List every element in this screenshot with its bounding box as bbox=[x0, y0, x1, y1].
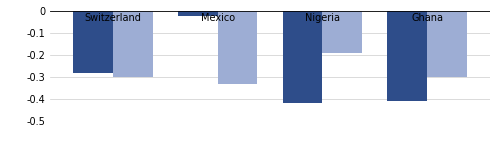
Text: Ghana: Ghana bbox=[411, 13, 443, 23]
Bar bbox=[73, 11, 113, 73]
Text: Mexico: Mexico bbox=[200, 13, 234, 23]
Bar bbox=[427, 11, 467, 77]
Text: Nigeria: Nigeria bbox=[305, 13, 340, 23]
Bar bbox=[218, 11, 258, 84]
Bar bbox=[388, 11, 427, 101]
Bar bbox=[113, 11, 152, 77]
Bar bbox=[282, 11, 323, 103]
Bar bbox=[178, 11, 218, 16]
Bar bbox=[322, 11, 362, 53]
Text: Switzerland: Switzerland bbox=[84, 13, 141, 23]
